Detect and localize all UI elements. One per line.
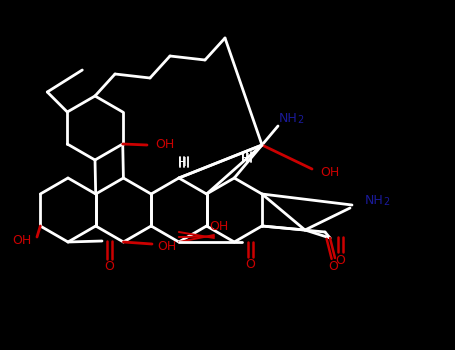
Text: NH: NH — [279, 112, 298, 125]
Text: H: H — [241, 152, 249, 164]
Text: OH: OH — [320, 166, 339, 178]
Text: H: H — [177, 156, 187, 169]
Text: O: O — [335, 253, 345, 266]
Text: O: O — [245, 259, 255, 272]
Text: OH: OH — [12, 233, 32, 246]
Text: OH: OH — [157, 240, 177, 253]
Text: 2: 2 — [297, 115, 303, 125]
Text: NH: NH — [365, 194, 384, 206]
Text: OH: OH — [155, 139, 175, 152]
Text: O: O — [104, 260, 114, 273]
Text: O: O — [328, 259, 338, 273]
Text: OH: OH — [209, 220, 228, 233]
Text: 2: 2 — [383, 197, 389, 207]
